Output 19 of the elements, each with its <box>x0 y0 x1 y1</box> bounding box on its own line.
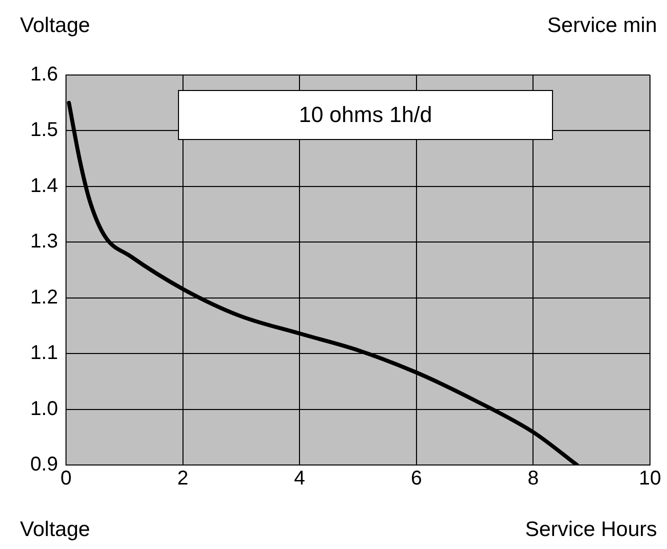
y-tick-label: 0.9 <box>30 454 58 476</box>
y-axis-title: Voltage <box>20 14 90 38</box>
text: Voltage <box>20 518 90 542</box>
x-tick-label: 8 <box>528 468 539 490</box>
y-tick-label: 1.4 <box>30 174 58 197</box>
x-tick-label: 2 <box>177 468 188 490</box>
x-tick-label: 4 <box>294 468 306 490</box>
y-tick-label: 1.2 <box>30 286 58 308</box>
x-tick-label: 10 <box>638 468 662 490</box>
y-tick-label: 1.0 <box>30 398 58 420</box>
y-tick-label: 1.3 <box>30 230 58 253</box>
y-tick-label: 1.6 <box>30 64 58 86</box>
text: Service min <box>547 14 657 38</box>
x-axis-title: Service Hours <box>525 518 657 542</box>
y-tick-label: 1.1 <box>30 342 58 364</box>
y-tick-label: 1.5 <box>30 119 58 142</box>
x-tick-label: 0 <box>60 468 72 490</box>
note-box: 10 ohms 1h/d <box>178 90 553 140</box>
x-tick-label: 6 <box>410 468 422 490</box>
